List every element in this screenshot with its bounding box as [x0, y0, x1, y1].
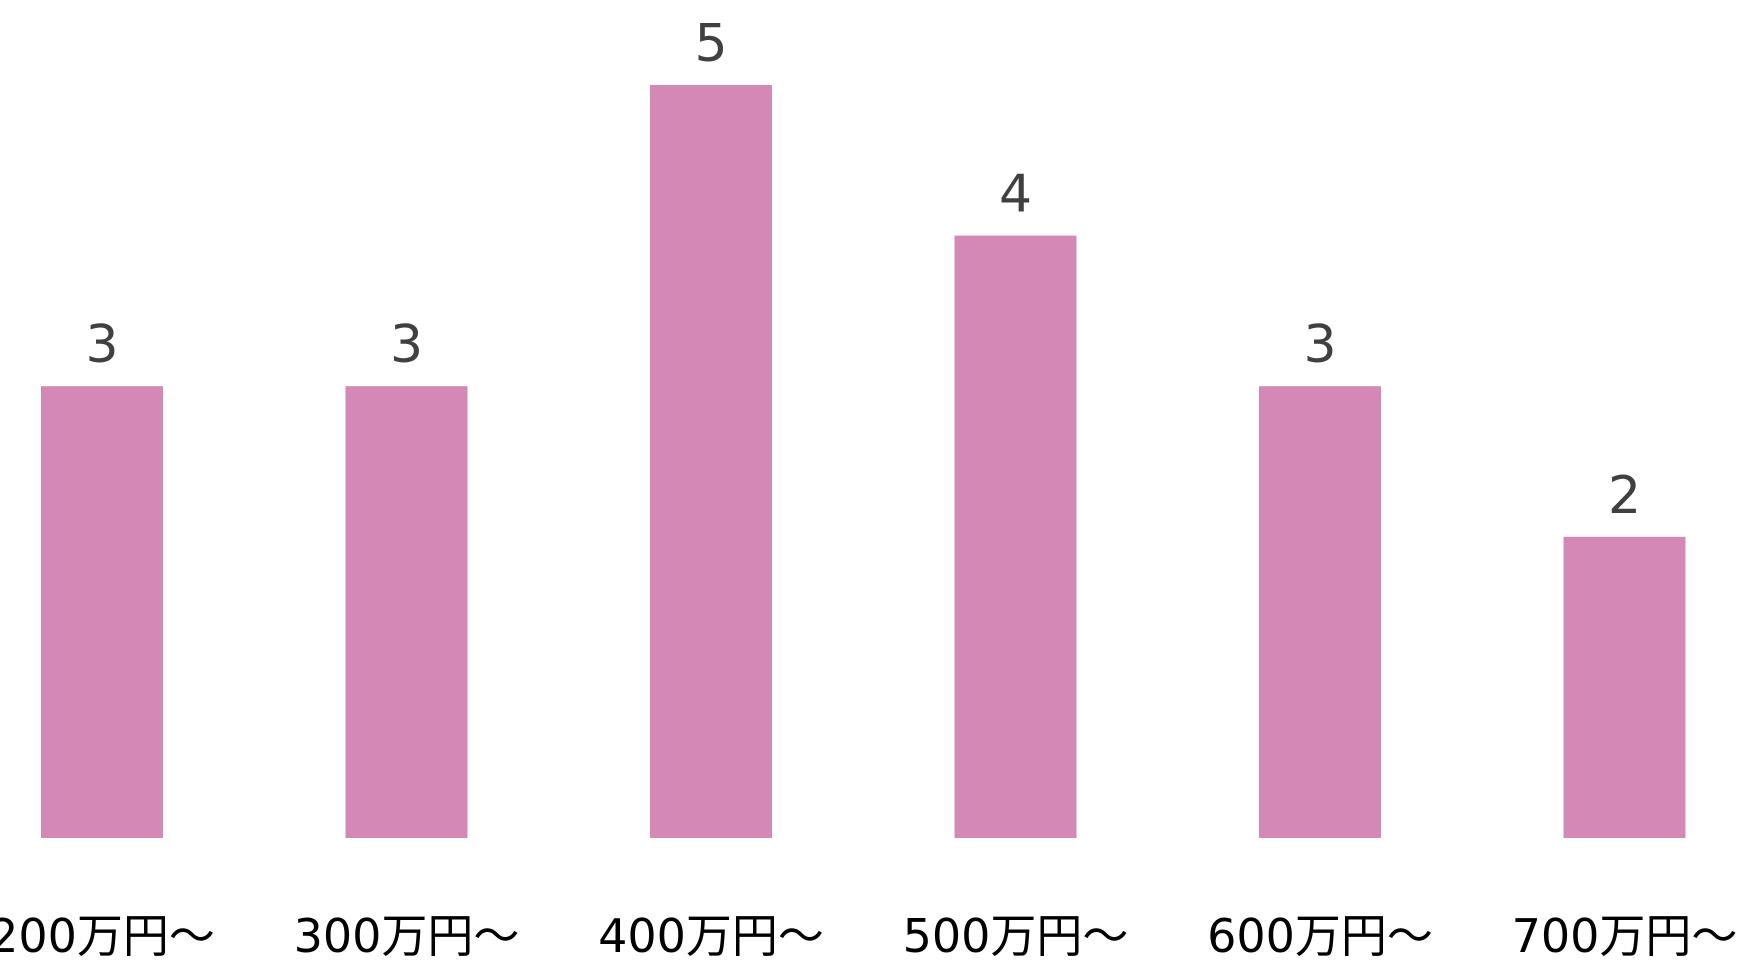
- category-label-3: 500万円～: [903, 909, 1129, 962]
- bar-5: [1564, 537, 1686, 838]
- value-labels-group: 3 3 5 4 3 2: [85, 14, 1641, 526]
- value-label-4: 3: [1303, 315, 1336, 375]
- bar-0: [41, 386, 163, 838]
- value-label-0: 3: [85, 315, 118, 375]
- value-label-2: 5: [694, 14, 727, 74]
- value-label-5: 2: [1608, 466, 1641, 526]
- category-label-2: 400万円～: [598, 909, 824, 962]
- value-label-3: 4: [999, 165, 1032, 225]
- bar-2: [650, 85, 772, 838]
- bar-1: [346, 386, 468, 838]
- bar-3: [955, 236, 1077, 838]
- value-label-1: 3: [390, 315, 423, 375]
- category-labels-group: 200万円～ 300万円～ 400万円～ 500万円～ 600万円～ 700万円～: [0, 909, 1737, 962]
- category-label-5: 700万円～: [1512, 909, 1738, 962]
- category-label-4: 600万円～: [1207, 909, 1433, 962]
- bars-group: [41, 85, 1686, 838]
- bar-4: [1259, 386, 1381, 838]
- category-label-1: 300万円～: [294, 909, 520, 962]
- category-label-0: 200万円～: [0, 909, 215, 962]
